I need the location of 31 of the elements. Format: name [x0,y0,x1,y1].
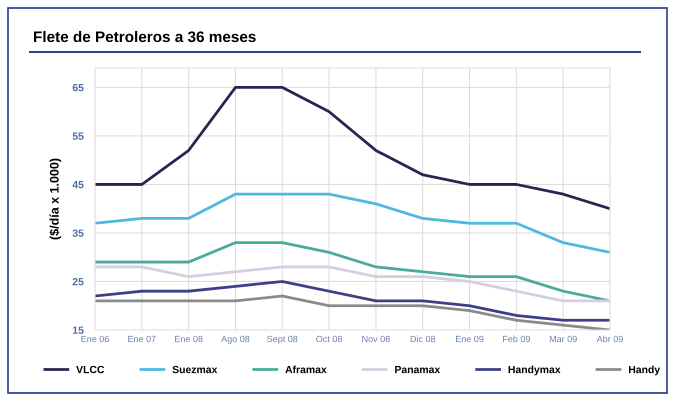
y-tick-label: 35 [72,229,84,237]
line-series [95,280,610,322]
x-tick-label: Ago 08 [221,336,250,344]
line-series [95,192,610,254]
x-tick-label: Sept 08 [267,336,298,344]
legend-label: VLCC [76,366,104,374]
legend-label: Suezmax [172,366,218,374]
y-tick-label: 65 [72,84,84,92]
x-tick-label: Dic 08 [410,336,436,342]
x-tick-label: Feb 09 [503,336,530,342]
line-series [95,241,610,302]
chart-title: Flete de Petroleros a 36 meses [34,30,256,42]
x-tick-label: Nov 08 [362,336,390,342]
y-axis-title: ($/día x 1.000) [49,158,62,240]
legend-label: Handymax [508,366,561,376]
y-tick-label: 45 [72,181,84,188]
y-tick-label: 55 [72,132,84,140]
x-tick-label: Ene 06 [81,336,109,342]
line-series [95,266,610,302]
legend-label: Panamax [395,366,440,374]
legend-label: Handy [628,366,660,376]
x-tick-label: Oct 08 [316,336,342,342]
x-tick-label: Ene 07 [128,336,156,342]
y-tick-label: 15 [72,326,84,334]
x-tick-label: Mar 09 [550,336,577,342]
legend-label: Aframax [285,366,327,374]
y-tick-label: 25 [72,278,84,286]
x-tick-label: Ene 08 [175,336,203,342]
line-series [95,86,610,210]
x-tick-label: Abr 09 [596,336,623,342]
x-tick-label: Ene 09 [456,336,484,342]
